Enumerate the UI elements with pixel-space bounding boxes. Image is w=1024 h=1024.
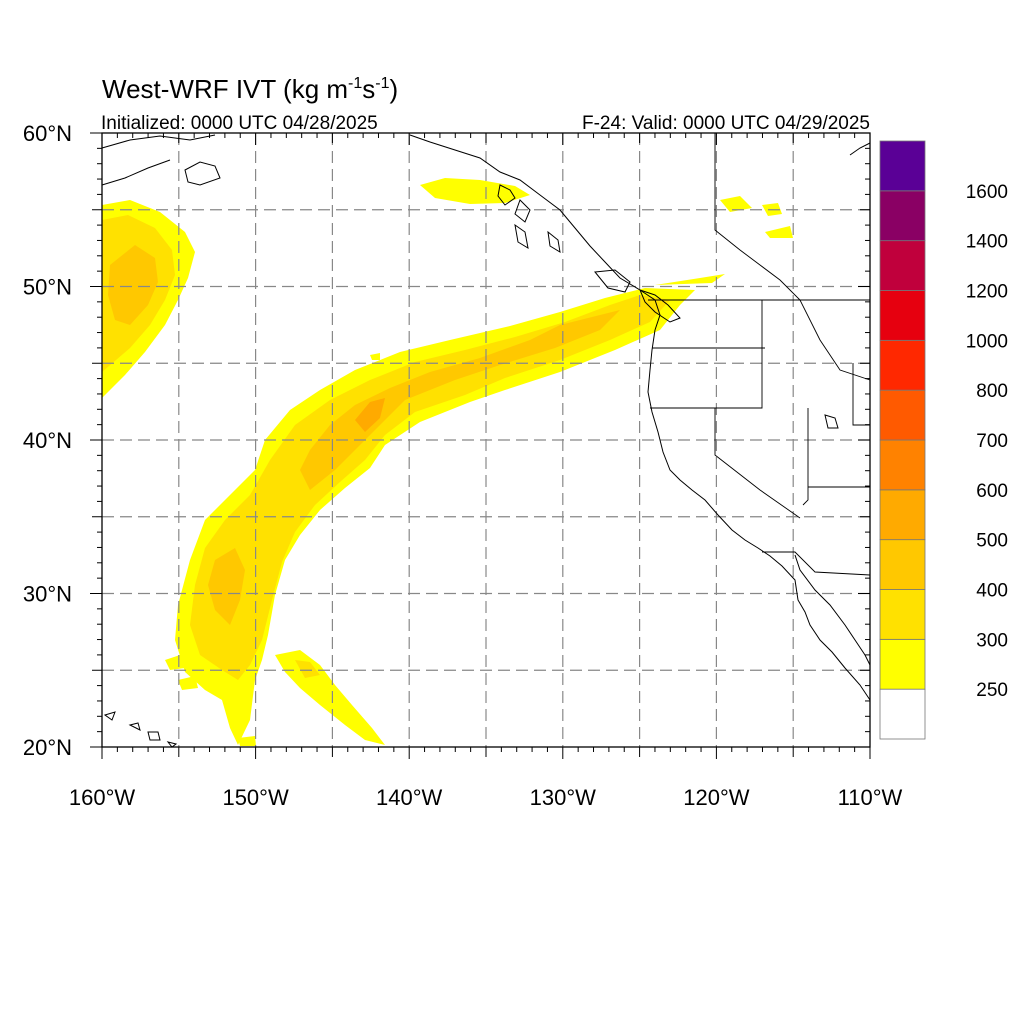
lon-tick-label: 130°W — [530, 785, 597, 810]
lon-tick-label: 110°W — [838, 785, 903, 810]
ivt-river-south-400 — [208, 548, 245, 625]
ivt-patch-alaska — [420, 178, 530, 204]
colorbar-segment — [879, 190, 926, 242]
colorbar-label: 1400 — [966, 232, 1008, 253]
map-gridlines — [102, 133, 870, 747]
coast-bc-island — [639, 289, 681, 323]
colorbar-label: 800 — [976, 381, 1008, 402]
colorbar-segment — [879, 140, 926, 192]
lon-tick-label: 120°W — [683, 785, 750, 810]
colorbar-segment — [879, 339, 926, 391]
lat-tick-label: 40°N — [23, 428, 72, 453]
coast-ne-corner — [849, 142, 871, 156]
colorbar-label: 700 — [976, 431, 1008, 452]
ivt-tail-south-300 — [295, 660, 320, 678]
colorbar-segment — [879, 389, 926, 441]
colorbar-segment — [879, 439, 926, 491]
ivt-river-500 — [355, 398, 385, 432]
coast-se-alaska-islands — [497, 184, 631, 293]
colorbar-labels: 250 300 400 500 600 700 800 1000 1200 1400 1600 — [966, 182, 1008, 701]
colorbar-label: 400 — [976, 581, 1008, 602]
lon-tick-labels: 160°W 150°W 140°W 130°W 120°W 110°W — [69, 785, 903, 810]
colorbar-segment — [879, 539, 926, 590]
coast-baja-gulf — [794, 554, 871, 666]
ivt-river-250 — [175, 288, 695, 745]
lon-tick-label: 160°W — [69, 785, 136, 810]
colorbar-label: 500 — [976, 531, 1008, 552]
colorbar-segment — [879, 688, 926, 740]
subtitle-valid: F-24: Valid: 0000 UTC 04/29/2025 — [582, 113, 870, 134]
lat-tick-label: 50°N — [23, 275, 72, 300]
colorbar-label: 1000 — [966, 331, 1008, 352]
figure-title: West-WRF IVT (kg m-1s-1) — [102, 74, 398, 104]
colorbar-segment — [879, 240, 926, 291]
border-canada-alaska — [714, 133, 871, 381]
coast-hawaii — [103, 711, 178, 748]
lat-tick-labels: 20°N 30°N 40°N 50°N 60°N — [23, 121, 72, 760]
lon-tick-label: 150°W — [222, 785, 289, 810]
colorbar-label: 1200 — [966, 282, 1008, 303]
lat-tick-label: 30°N — [23, 582, 72, 607]
colorbar — [879, 140, 926, 740]
lat-tick-label: 20°N — [23, 735, 72, 760]
map-ticks — [90, 132, 871, 759]
subtitle-initialized: Initialized: 0000 UTC 04/28/2025 — [101, 113, 378, 134]
colorbar-label: 600 — [976, 481, 1008, 502]
lon-tick-label: 140°W — [376, 785, 443, 810]
colorbar-segment — [879, 589, 926, 640]
ivt-river-400 — [300, 310, 620, 490]
colorbar-segment — [879, 290, 926, 341]
coast-alaska — [101, 134, 661, 331]
border-states — [650, 300, 871, 576]
lake-salton — [824, 414, 839, 429]
ivt-tail-south — [275, 650, 385, 745]
colorbar-label: 250 — [976, 680, 1008, 701]
colorbar-label: 1600 — [966, 182, 1008, 203]
coast-us-west — [647, 329, 871, 701]
colorbar-segment — [879, 638, 926, 690]
ivt-shading — [102, 178, 793, 746]
ivt-plume-west-400 — [108, 245, 158, 325]
coastlines — [101, 134, 871, 748]
colorbar-segment — [879, 489, 926, 541]
lat-tick-label: 60°N — [23, 121, 72, 146]
ivt-patch-canada — [720, 196, 793, 238]
colorbar-label: 300 — [976, 630, 1008, 651]
map-plot — [90, 132, 871, 759]
political-borders — [648, 133, 871, 576]
